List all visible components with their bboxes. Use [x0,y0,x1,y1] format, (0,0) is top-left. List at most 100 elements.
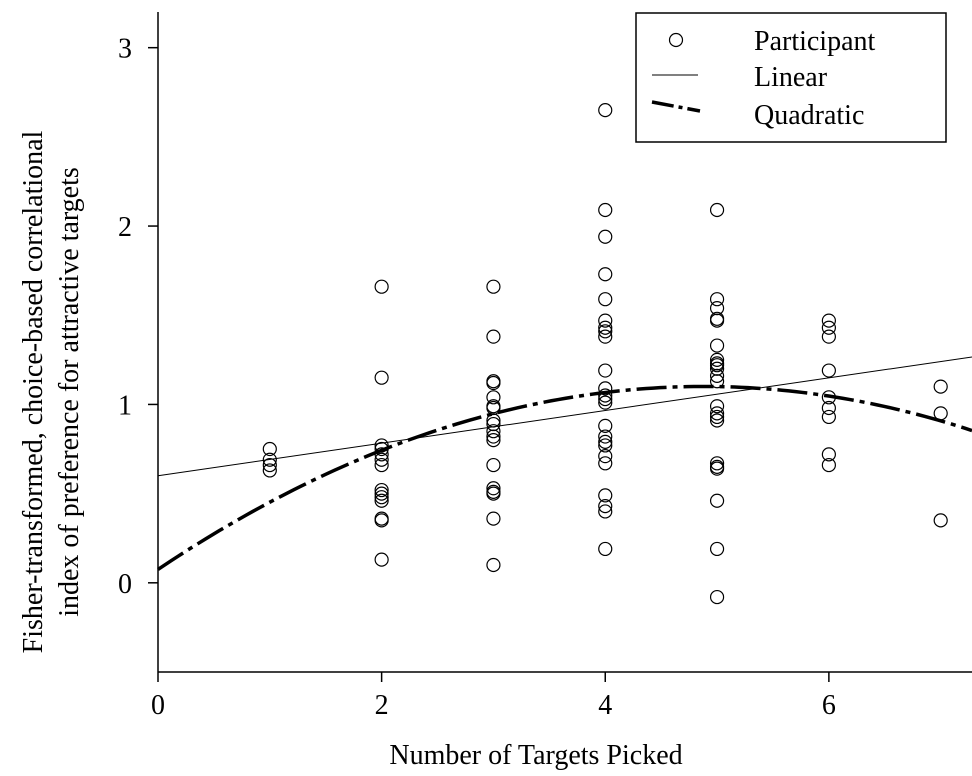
participant-point [709,374,725,389]
y-tick-label: 3 [118,34,132,65]
participant-point [709,409,725,425]
participant-point [821,363,836,378]
axis-ticks: 0 2 4 6 0 1 2 3 [118,34,836,721]
participant-point [709,358,725,373]
participant-point [709,292,725,307]
participant-point [598,320,613,335]
participant-point [374,490,389,505]
participant-point [374,457,389,473]
participant-point [598,324,613,339]
x-tick-label: 4 [598,690,612,721]
participant-point [598,504,613,519]
participant-point [486,511,501,526]
participant-point [598,103,613,118]
participant-point [486,457,501,473]
participant-point [709,493,725,508]
participant-point [374,452,389,467]
participant-point [486,390,501,405]
participant-point [709,352,725,367]
participant-point [933,406,948,421]
participant-point [598,456,613,471]
y-axis-label-line-2: index of preference for attractive targe… [54,167,85,617]
participant-point [598,449,613,464]
participant-point [709,202,725,218]
participant-point [486,429,501,444]
participant-point [821,447,836,462]
participant-point [709,461,725,476]
participant-point [933,379,948,394]
y-tick-label: 0 [118,569,132,600]
participant-point [374,493,389,508]
quadratic-fit-curve [157,384,972,571]
participant-point [709,541,725,557]
linear-fit-line [157,356,972,477]
participant-point [933,513,948,528]
participant-point [821,313,836,328]
participant-point [709,399,725,414]
participant-point [598,488,613,503]
x-tick-label: 2 [375,690,389,721]
participant-point [486,329,501,344]
participant-point [598,438,613,453]
legend-linear-label: Linear [754,62,828,93]
y-tick-label: 2 [118,212,132,243]
participant-point [598,363,613,378]
participant-point [709,406,725,421]
participant-point [486,486,501,501]
fit-lines [157,356,972,571]
participant-point [598,418,613,433]
participant-point [598,329,613,344]
participant-point [374,447,389,462]
participant-point [374,513,389,528]
participant-point [821,409,836,425]
participant-point [374,438,389,453]
participant-point [709,589,725,605]
participant-point [598,434,613,449]
participant-point [709,368,725,383]
participant-point [374,486,389,501]
participant-point [486,375,501,391]
participant-point [709,313,725,328]
participant-point [821,320,836,335]
participant-point [262,457,277,473]
participant-point [486,413,501,428]
participant-point [486,279,501,294]
legend-quadratic-marker [651,100,701,113]
y-tick-label: 1 [118,390,132,421]
participant-point [262,452,277,467]
participant-point [598,267,613,282]
participant-point [821,457,836,473]
participant-point [374,441,389,457]
participant-point [821,400,836,416]
participant-point [598,499,613,514]
x-tick-label: 0 [151,690,165,721]
participant-point [374,279,389,294]
participant-point [821,390,836,405]
legend-quadratic-label: Quadratic [754,100,864,131]
participant-point [598,541,613,557]
x-tick-label: 6 [822,690,836,721]
participant-point [598,381,613,396]
participant-point [709,456,725,471]
participant-point [598,391,613,407]
participant-point [598,292,613,307]
legend-box [635,12,947,143]
participant-point [374,552,389,567]
legend-participant-marker [668,32,684,48]
participant-point [598,229,613,244]
participant-point [486,416,501,432]
participant-point [598,202,613,218]
legend: Participant Linear Quadratic [635,12,947,143]
legend-participant-label: Participant [754,26,876,57]
x-axis-label: Number of Targets Picked [389,740,682,771]
participant-point [262,463,277,478]
participant-point [709,338,725,353]
participant-point [374,482,389,498]
y-axis-label-line-1: Fisher-transformed, choice-based correla… [18,130,49,653]
participant-point [598,429,613,444]
participant-point [486,481,501,496]
participant-point [598,388,613,403]
participant-point [262,441,277,457]
participant-point [374,370,389,385]
